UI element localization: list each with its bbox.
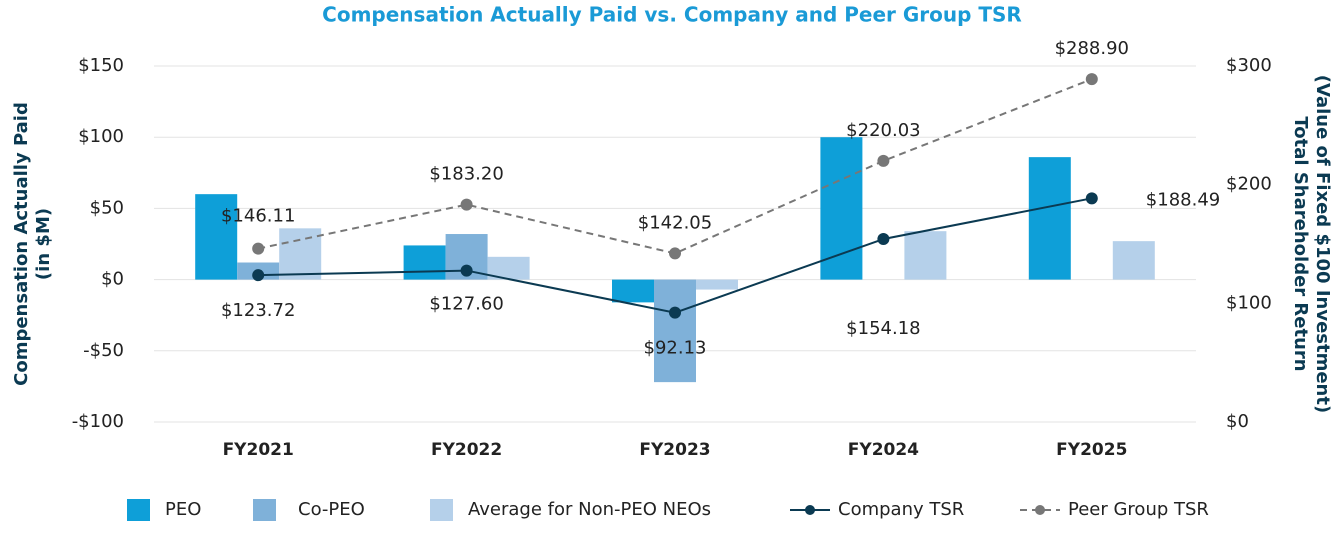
- legend-label: PEO: [165, 499, 201, 520]
- bar: [279, 228, 322, 280]
- x-tick-label: FY2022: [431, 440, 502, 460]
- y-axis-title: (in $M): [33, 208, 54, 280]
- legend-label: Average for Non-PEO NEOs: [468, 499, 711, 520]
- bar: [654, 279, 696, 383]
- y-axis-title: Compensation Actually Paid: [11, 102, 32, 386]
- data-label: $146.11: [221, 206, 295, 227]
- bar: [487, 256, 530, 280]
- legend-swatch: [127, 499, 150, 521]
- marker: [877, 154, 890, 167]
- bar: [403, 245, 446, 280]
- marker: [460, 264, 473, 277]
- y2-axis-title: (Value of Fixed $100 Investment): [1312, 75, 1333, 413]
- marker: [252, 242, 265, 255]
- x-tick-label: FY2023: [639, 440, 710, 460]
- y-tick-label: -$50: [83, 340, 124, 361]
- data-label: $288.90: [1055, 38, 1129, 59]
- y-tick-label: -$100: [72, 411, 124, 432]
- data-label: $188.49: [1146, 189, 1220, 210]
- marker: [252, 269, 265, 282]
- chart-title: Compensation Actually Paid vs. Company a…: [322, 3, 1022, 27]
- y2-tick-label: $200: [1226, 174, 1272, 195]
- x-tick-label: FY2021: [223, 440, 294, 460]
- data-label: $183.20: [429, 164, 503, 185]
- legend-swatch: [805, 505, 815, 515]
- bar: [612, 279, 654, 303]
- y2-tick-label: $0: [1226, 411, 1249, 432]
- bar: [696, 279, 738, 290]
- marker: [669, 247, 681, 260]
- marker: [877, 233, 890, 246]
- data-label: $142.05: [638, 212, 712, 233]
- legend-label: Company TSR: [838, 499, 964, 520]
- data-label: $92.13: [644, 338, 707, 359]
- data-label: $154.18: [846, 318, 920, 339]
- bar: [1028, 157, 1071, 280]
- y-tick-label: $0: [101, 269, 124, 290]
- y-tick-label: $50: [90, 197, 124, 218]
- legend-swatch: [430, 499, 453, 521]
- marker: [1085, 192, 1098, 205]
- y2-tick-label: $100: [1226, 292, 1272, 313]
- legend-label: Co-PEO: [298, 499, 365, 520]
- legend-label: Peer Group TSR: [1068, 499, 1209, 520]
- data-label: $123.72: [221, 300, 295, 321]
- marker: [669, 306, 681, 319]
- y-tick-label: $150: [78, 55, 124, 76]
- bar: [195, 194, 238, 280]
- y2-axis-title: Total Shareholder Return: [1290, 116, 1311, 371]
- marker: [460, 198, 473, 211]
- data-label: $220.03: [846, 120, 920, 141]
- y2-tick-label: $300: [1226, 55, 1272, 76]
- legend-swatch: [1035, 505, 1045, 515]
- data-label: $127.60: [429, 294, 503, 315]
- legend-swatch: [253, 499, 276, 521]
- bar: [820, 137, 863, 280]
- y-tick-label: $100: [78, 126, 124, 147]
- bar: [904, 231, 947, 280]
- bar: [1112, 241, 1155, 280]
- x-tick-label: FY2024: [848, 440, 919, 460]
- x-tick-label: FY2025: [1056, 440, 1127, 460]
- marker: [1085, 73, 1098, 86]
